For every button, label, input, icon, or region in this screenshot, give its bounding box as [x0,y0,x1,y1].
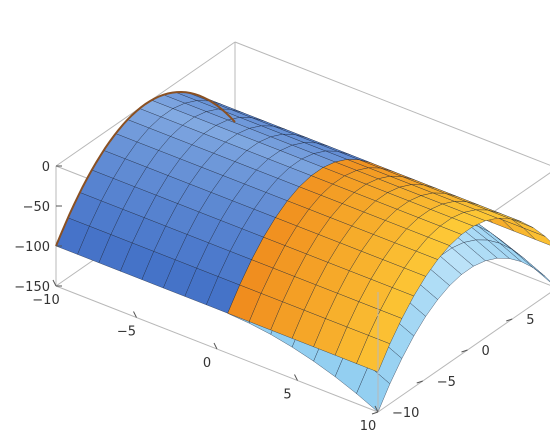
x-tick-mark [294,374,298,381]
x-tick-label: −10 [32,293,59,308]
z-tick-label: 0 [42,160,50,175]
y-tick-mark [371,411,379,415]
y-tick-mark [416,380,423,384]
x-tick-mark [133,311,137,318]
x-tick-label: 5 [283,388,291,403]
x-tick-label: 0 [203,356,211,371]
z-tick-label: −100 [14,240,50,255]
surface-sheets [55,90,550,413]
x-tick-mark [213,342,218,350]
x-tick-mark [52,279,57,287]
y-tick-mark [506,318,513,322]
y-tick-label: −10 [392,406,419,421]
y-tick-label: 0 [482,344,490,359]
mesh-cell-upper [356,335,391,373]
x-tick-mark [374,405,379,413]
box-edge [234,41,550,166]
y-tick-label: 5 [526,313,534,328]
z-tick-label: −150 [14,280,50,295]
mesh-cell-lower [356,365,391,413]
y-tick-label: −5 [437,375,456,390]
surface-rim-edge [55,90,236,247]
y-tick-mark [461,349,468,353]
x-tick-label: −5 [117,325,136,340]
z-tick-label: −50 [23,200,50,215]
x-tick-label: 10 [360,419,377,434]
